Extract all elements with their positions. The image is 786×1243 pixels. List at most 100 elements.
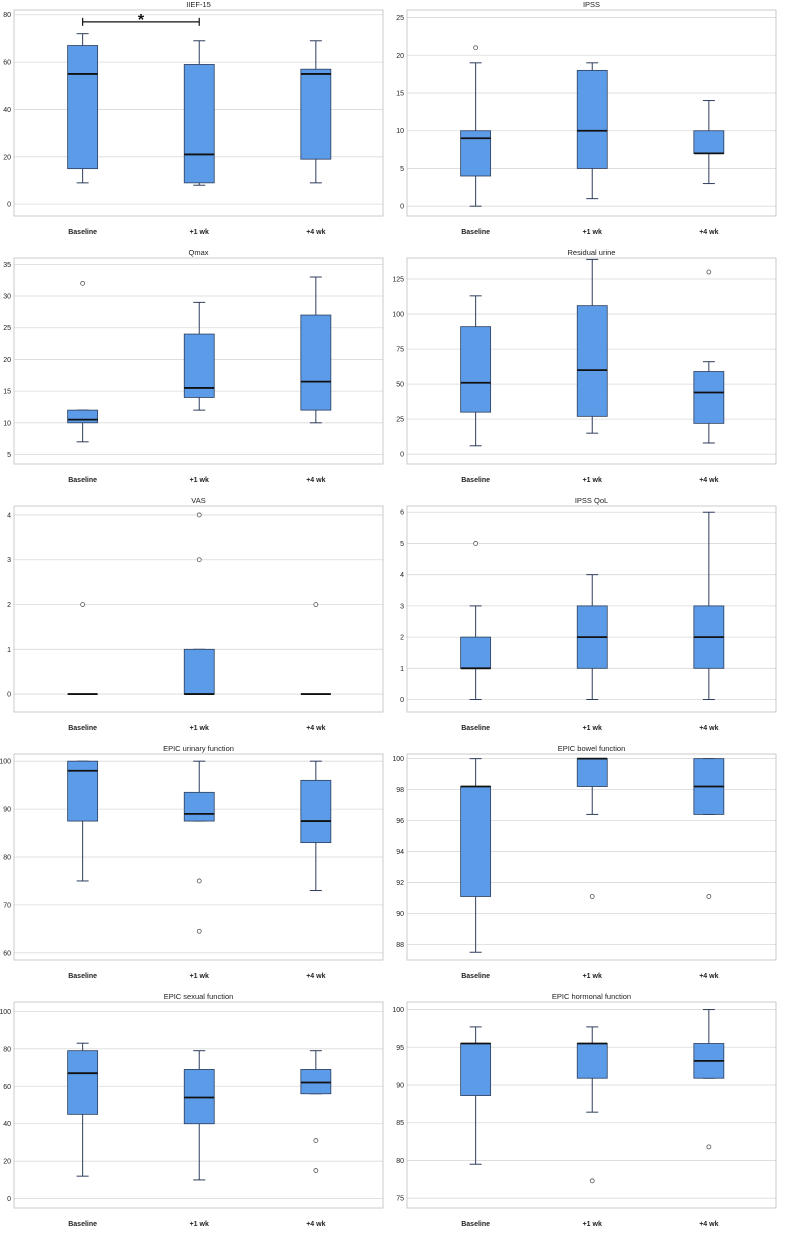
x-category-label: +4 wk <box>306 725 325 732</box>
box-plot-8: EPIC bowel function 88 90 92 94 96 98 100 Baseli… <box>392 744 777 980</box>
y-tick-label: 15 <box>3 389 11 396</box>
box-1 <box>460 758 492 953</box>
iqr-box <box>576 758 608 787</box>
x-category-label: +1 wk <box>190 229 209 236</box>
box-3 <box>693 100 725 185</box>
plot-frame <box>13 505 384 713</box>
y-tick-label: 35 <box>3 262 11 269</box>
box-1 <box>67 602 98 695</box>
outlier-point <box>196 557 202 563</box>
y-tick-label: 100 <box>0 759 11 766</box>
y-tick-label: 10 <box>3 420 11 427</box>
y-tick-label: 2 <box>7 602 11 609</box>
x-category-label: +4 wk <box>699 973 718 980</box>
box-1 <box>67 1042 99 1177</box>
y-tick-label: 80 <box>396 1158 404 1165</box>
y-tick-label: 25 <box>396 15 404 22</box>
iqr-box <box>183 791 215 822</box>
chart-title: EPIC bowel function <box>558 744 626 753</box>
y-tick-label: 4 <box>7 512 11 519</box>
x-category-label: +1 wk <box>190 1221 209 1228</box>
y-tick-label: 60 <box>3 1084 11 1091</box>
plot-frame <box>13 1001 384 1209</box>
box-2 <box>576 574 608 701</box>
box-plot-5: VAS 0 1 2 3 4 Baseline +1 wk +4 wk <box>7 496 384 732</box>
box-1 <box>67 280 99 443</box>
y-tick-label: 40 <box>3 107 11 114</box>
y-tick-label: 88 <box>396 942 404 949</box>
y-tick-label: 2 <box>400 635 404 642</box>
box-plot-3: Qmax 5 10 15 20 25 30 35 Baseline +1 wk +4 wk <box>3 248 384 484</box>
y-tick-label: 80 <box>3 12 11 19</box>
x-category-label: +1 wk <box>190 973 209 980</box>
outlier-point <box>80 602 86 607</box>
y-tick-label: 5 <box>7 452 11 459</box>
x-category-label: Baseline <box>68 725 97 732</box>
chart-title: Qmax <box>188 248 208 257</box>
y-tick-label: 25 <box>396 417 404 424</box>
chart-panel-3: Qmax 5 10 15 20 25 30 35 Baseline +1 wk +4 wk <box>0 248 393 494</box>
box-3 <box>300 276 332 424</box>
y-tick-label: 10 <box>396 128 404 135</box>
y-tick-label: 80 <box>3 855 11 862</box>
y-tick-label: 100 <box>393 1007 404 1014</box>
y-tick-label: 20 <box>3 357 11 364</box>
box-1 <box>460 1026 492 1165</box>
x-category-label: +1 wk <box>583 725 602 732</box>
chart-panel-1: IIEF-15 0 20 40 60 80 Baseline +1 wk +4 wk * <box>0 0 393 246</box>
outlier-point <box>706 269 712 275</box>
x-category-label: +1 wk <box>190 725 209 732</box>
x-category-label: Baseline <box>461 973 490 980</box>
outlier-point <box>196 928 202 934</box>
y-tick-label: 75 <box>396 347 404 354</box>
plot-frame <box>13 257 384 465</box>
y-tick-label: 0 <box>400 697 404 704</box>
chart-panel-9: EPIC sexual function 0 20 40 60 80 100 Baseline… <box>0 992 393 1238</box>
iqr-box <box>460 786 492 897</box>
box-plot-4: Residual urine 0 25 50 75 100 125 Baseline +1 wk… <box>392 248 777 484</box>
x-category-label: Baseline <box>461 477 490 484</box>
x-category-label: Baseline <box>461 229 490 236</box>
plot-frame <box>406 753 777 961</box>
iqr-box <box>183 648 215 695</box>
significance-star: * <box>138 12 145 29</box>
chart-panel-8: EPIC bowel function 88 90 92 94 96 98 100 Baseli… <box>392 744 786 990</box>
outlier-point <box>706 1144 712 1150</box>
box-2 <box>183 40 215 186</box>
outlier-point <box>313 602 319 607</box>
y-tick-label: 20 <box>396 53 404 60</box>
box-3 <box>300 602 331 695</box>
iqr-box <box>460 636 492 669</box>
x-category-label: +1 wk <box>190 477 209 484</box>
y-tick-label: 98 <box>396 787 404 794</box>
box-2 <box>183 1050 215 1181</box>
y-tick-label: 90 <box>396 1083 404 1090</box>
y-tick-label: 6 <box>400 510 404 517</box>
iqr-box <box>67 45 99 170</box>
chart-title: VAS <box>191 496 205 505</box>
box-2 <box>576 1026 608 1184</box>
iqr-box <box>300 314 332 411</box>
y-tick-label: 20 <box>3 1159 11 1166</box>
box-plot-2: IPSS 0 5 10 15 20 25 Baseline +1 wk +4 wk <box>396 0 777 236</box>
y-tick-label: 4 <box>400 572 404 579</box>
chart-title: IPSS QoL <box>575 496 608 505</box>
iqr-box <box>300 779 332 844</box>
y-tick-label: 100 <box>393 312 404 319</box>
iqr-box <box>183 333 215 398</box>
box-3 <box>300 1050 332 1173</box>
y-tick-label: 5 <box>400 541 404 548</box>
x-category-label: Baseline <box>68 229 97 236</box>
y-tick-label: 0 <box>400 452 404 459</box>
y-tick-label: 20 <box>3 154 11 161</box>
outlier-point <box>196 878 202 884</box>
x-category-label: +1 wk <box>583 1221 602 1228</box>
box-plot-7: EPIC urinary function 60 70 80 90 100 Baseline… <box>0 744 384 980</box>
y-tick-label: 0 <box>7 1196 11 1203</box>
y-tick-label: 15 <box>396 91 404 98</box>
y-tick-label: 25 <box>3 325 11 332</box>
y-tick-label: 95 <box>396 1045 404 1052</box>
box-2 <box>576 757 608 899</box>
y-tick-label: 30 <box>3 294 11 301</box>
y-tick-label: 5 <box>400 166 404 173</box>
